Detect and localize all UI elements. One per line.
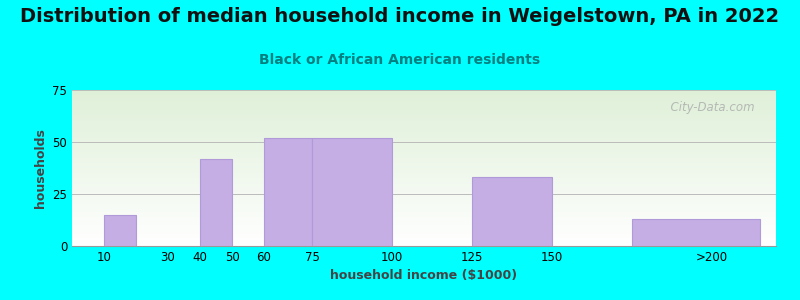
Bar xyxy=(200,159,232,246)
Bar xyxy=(472,177,552,246)
Bar xyxy=(264,138,312,246)
Text: Black or African American residents: Black or African American residents xyxy=(259,52,541,67)
X-axis label: household income ($1000): household income ($1000) xyxy=(330,269,518,282)
Text: City-Data.com: City-Data.com xyxy=(663,101,755,114)
Y-axis label: households: households xyxy=(34,128,46,208)
Text: Distribution of median household income in Weigelstown, PA in 2022: Distribution of median household income … xyxy=(21,8,779,26)
Bar xyxy=(104,215,136,246)
Bar xyxy=(632,219,760,246)
Bar xyxy=(312,138,392,246)
